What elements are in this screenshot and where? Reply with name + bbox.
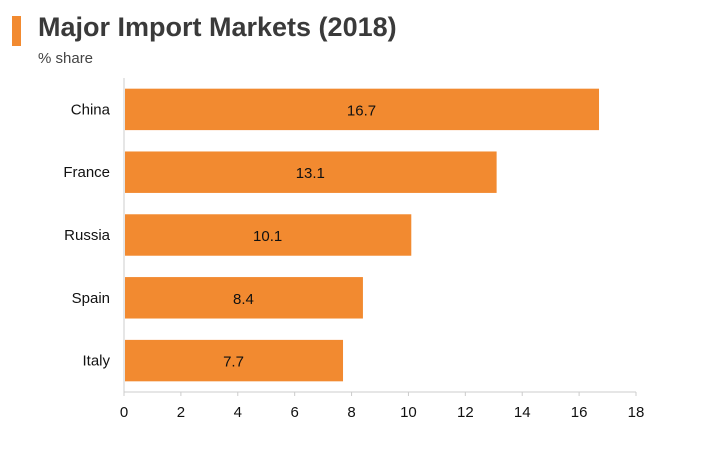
bar-russia xyxy=(125,214,412,256)
data-label: 16.7 xyxy=(347,102,376,119)
x-tick-label: 18 xyxy=(628,404,645,421)
bar-france xyxy=(125,151,497,193)
x-tick-label: 0 xyxy=(120,404,128,421)
category-label: France xyxy=(63,164,110,181)
data-label: 10.1 xyxy=(253,228,282,245)
x-tick-label: 12 xyxy=(457,404,474,421)
data-label: 8.4 xyxy=(233,291,254,308)
bar-italy xyxy=(125,339,344,382)
x-tick-label: 6 xyxy=(290,404,298,421)
data-label: 7.7 xyxy=(223,354,244,371)
chart-title: Major Import Markets (2018) xyxy=(38,12,397,42)
data-label: 13.1 xyxy=(296,165,325,182)
x-tick-label: 4 xyxy=(234,404,242,421)
category-label: Russia xyxy=(64,227,111,244)
x-tick-label: 10 xyxy=(400,404,417,421)
x-tick-label: 16 xyxy=(571,404,588,421)
category-label: China xyxy=(71,101,111,118)
category-label: Italy xyxy=(82,353,110,370)
x-tick-label: 2 xyxy=(177,404,185,421)
bar-spain xyxy=(125,277,363,319)
x-tick-label: 14 xyxy=(514,404,531,421)
category-label: Spain xyxy=(72,290,110,307)
chart-subtitle: % share xyxy=(38,50,94,67)
title-accent-bar xyxy=(12,16,21,46)
x-tick-label: 8 xyxy=(347,404,355,421)
bar-china xyxy=(125,88,600,131)
